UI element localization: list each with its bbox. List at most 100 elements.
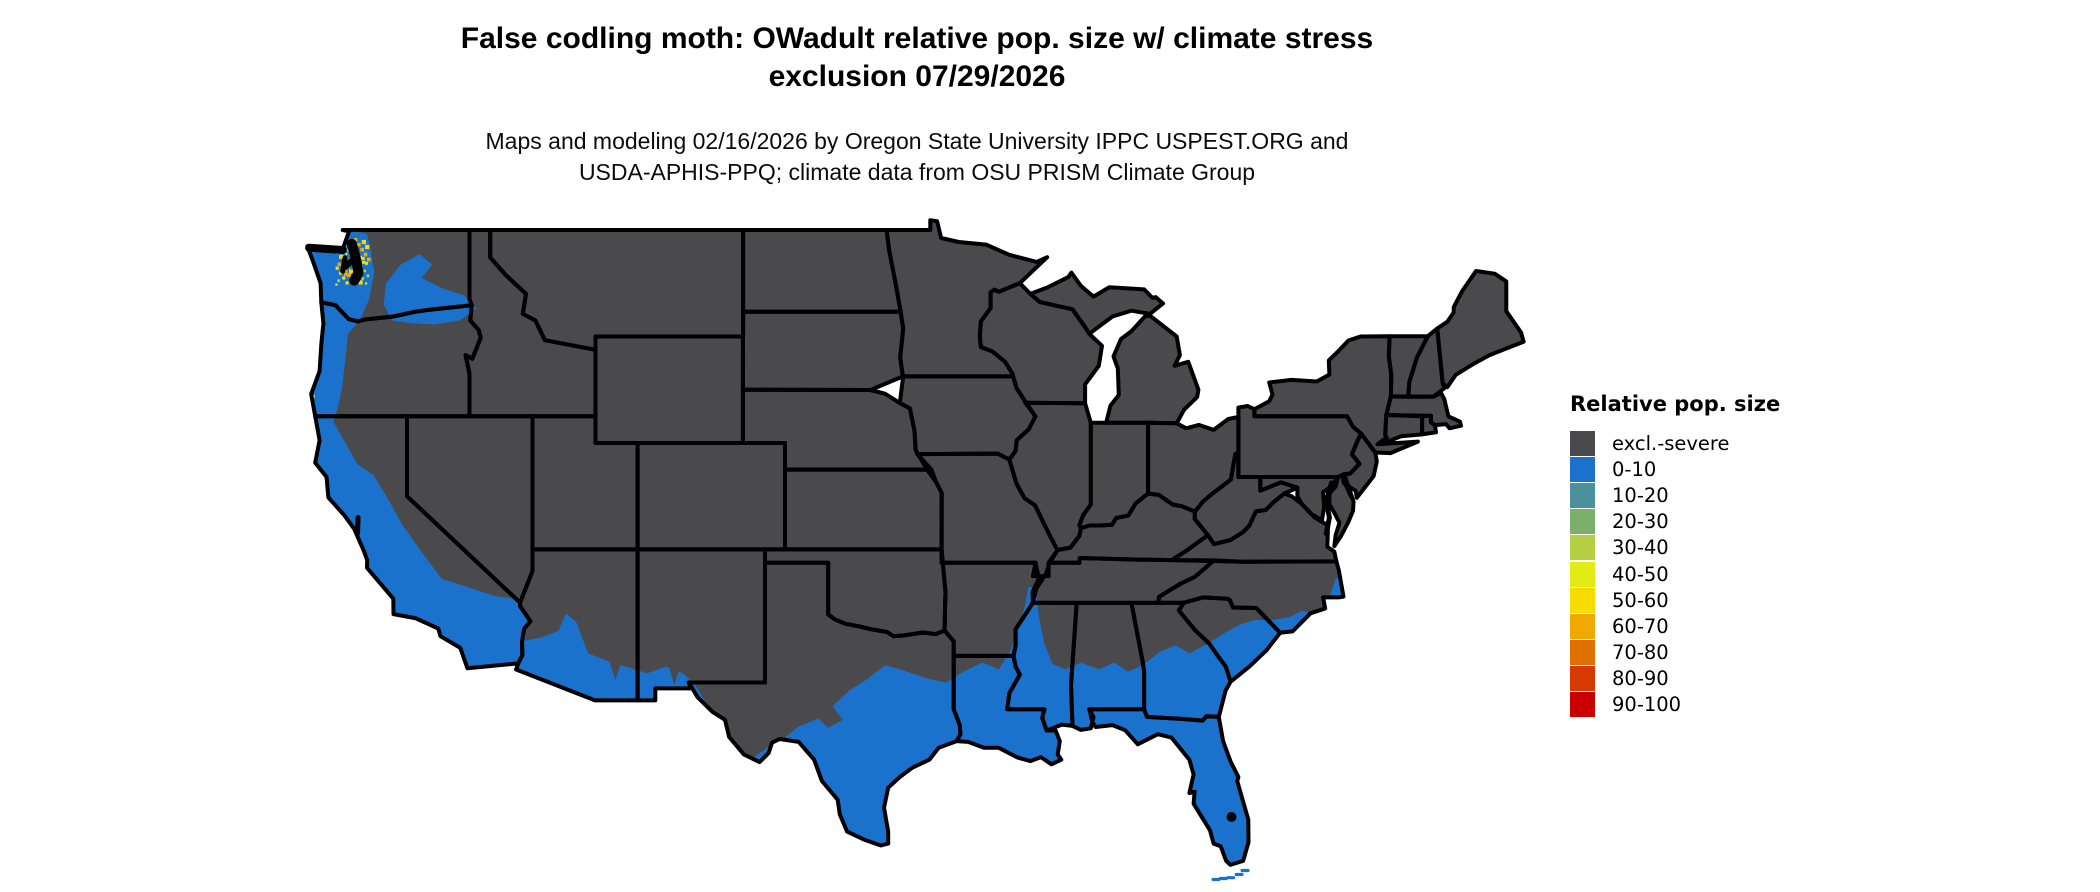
zone-speckle xyxy=(364,261,369,265)
zone-speckle xyxy=(340,239,344,242)
zone-excluded-detail xyxy=(809,703,843,728)
legend-swatch-10-20 xyxy=(1570,482,1595,508)
legend-swatch-20-30 xyxy=(1570,509,1595,535)
legend-item: 90-100 xyxy=(1570,692,1780,718)
legend-item: 20-30 xyxy=(1570,509,1780,535)
water-inlet xyxy=(346,238,364,286)
state-border-TX xyxy=(686,560,963,848)
legend-label: 50-60 xyxy=(1612,588,1669,612)
legend-label: 70-80 xyxy=(1612,641,1669,665)
state-border-IL xyxy=(1007,400,1093,552)
zone-speckle xyxy=(343,268,348,273)
zone-speckle xyxy=(335,242,338,245)
state-shape-ME xyxy=(1436,270,1525,388)
zone-speckle xyxy=(338,271,343,275)
state-border-FL xyxy=(1087,707,1251,867)
zone-speckle xyxy=(349,269,354,274)
zone-excluded-detail xyxy=(609,661,622,680)
zone-speckle xyxy=(357,242,361,247)
zone-speckle xyxy=(335,266,339,270)
florida-keys-pixel xyxy=(1211,877,1221,882)
state-border-MIUP xyxy=(1028,270,1165,336)
legend-item: 0-10 xyxy=(1570,456,1780,482)
legend-swatch-50-60 xyxy=(1570,587,1595,613)
state-borders-layer xyxy=(305,218,1526,867)
zone-speckle xyxy=(345,252,348,256)
map-subtitle: Maps and modeling 02/16/2026 by Oregon S… xyxy=(0,126,1834,188)
legend-swatch-0-10 xyxy=(1570,456,1595,482)
legend-items: excl.-severe 0-10 10-20 20-30 30-40 40-50 50-6… xyxy=(1570,430,1780,718)
water-inlet xyxy=(355,515,361,536)
zone-speckle xyxy=(335,283,338,286)
zone-speckle xyxy=(361,277,364,280)
state-shape-SD xyxy=(742,311,904,391)
state-shape-CO xyxy=(637,442,786,550)
map-title: False codling moth: OWadult relative pop… xyxy=(0,20,1834,96)
florida-keys-pixel xyxy=(1218,876,1228,881)
legend-swatch-80-90 xyxy=(1570,666,1595,692)
legend-swatch-70-80 xyxy=(1570,640,1595,666)
zone-speckle xyxy=(353,238,358,242)
state-border-ME xyxy=(1435,269,1526,390)
map-subtitle-line2: USDA-APHIS-PPQ; climate data from OSU PR… xyxy=(578,159,1256,185)
state-shape-KS xyxy=(784,469,943,550)
legend-label: 30-40 xyxy=(1612,536,1669,560)
zone-speckle xyxy=(358,280,363,285)
zone-excluded-detail xyxy=(733,709,759,736)
legend-label: 0-10 xyxy=(1612,457,1657,481)
zone-speckle xyxy=(363,252,368,257)
zone-speckle xyxy=(337,262,342,267)
state-border-MI xyxy=(1104,313,1201,426)
state-border-NJ xyxy=(1341,431,1379,500)
zone-speckle xyxy=(365,244,370,250)
lake-okeechobee xyxy=(1226,812,1237,822)
florida-keys-pixel xyxy=(1240,868,1250,873)
state-border-AZ xyxy=(514,547,640,703)
legend-label: 80-90 xyxy=(1612,667,1669,691)
map-title-line2: exclusion 07/29/2026 xyxy=(768,60,1066,93)
legend-swatch-90-100 xyxy=(1570,692,1595,718)
legend-swatch-30-40 xyxy=(1570,535,1595,561)
legend-swatch-60-70 xyxy=(1570,613,1595,639)
zone-coast-pixel xyxy=(310,292,314,296)
legend-label: 60-70 xyxy=(1612,614,1669,638)
zone-speckle xyxy=(361,256,365,260)
zone-speckle xyxy=(342,276,346,280)
legend-item: 60-70 xyxy=(1570,613,1780,639)
zone-speckle xyxy=(363,269,366,273)
state-shape-ND xyxy=(742,229,902,313)
legend-item: 40-50 xyxy=(1570,561,1780,587)
legend-label: 20-30 xyxy=(1612,510,1669,534)
zone-speckle xyxy=(366,257,371,262)
legend-label: 40-50 xyxy=(1612,562,1669,586)
zone-speckle xyxy=(362,260,366,264)
zone-speckle xyxy=(366,274,370,278)
zone-speckle xyxy=(360,247,364,252)
zone-excluded-detail xyxy=(701,666,713,691)
legend-item: 10-20 xyxy=(1570,482,1780,508)
zone-speckle xyxy=(337,279,340,283)
legend-label: 90-100 xyxy=(1612,693,1682,717)
legend-item: 80-90 xyxy=(1570,666,1780,692)
zone-speckle xyxy=(361,239,366,245)
legend-label: excl.-severe xyxy=(1612,431,1730,455)
map-subtitle-line1: Maps and modeling 02/16/2026 by Oregon S… xyxy=(485,128,1349,154)
state-border-CT xyxy=(1380,413,1425,446)
state-shape-WY xyxy=(595,336,744,444)
state-border-OH xyxy=(1146,414,1241,514)
zone-speckle xyxy=(365,282,368,285)
state-border-MD xyxy=(1258,475,1340,523)
legend-title: Relative pop. size xyxy=(1570,392,1781,416)
legend: Relative pop. size excl.-severe 0-10 10-20… xyxy=(1570,392,1780,718)
state-border-DE xyxy=(1327,472,1356,549)
zone-speckle xyxy=(345,281,349,285)
florida-keys-pixel xyxy=(1234,872,1244,877)
water-inlet xyxy=(340,255,348,274)
legend-swatch-excl.-severe xyxy=(1570,430,1595,456)
zone-coast-pixel xyxy=(307,269,310,273)
zone-speckle xyxy=(344,272,348,277)
legend-item: 70-80 xyxy=(1570,640,1780,666)
zone-speckle xyxy=(339,254,344,259)
